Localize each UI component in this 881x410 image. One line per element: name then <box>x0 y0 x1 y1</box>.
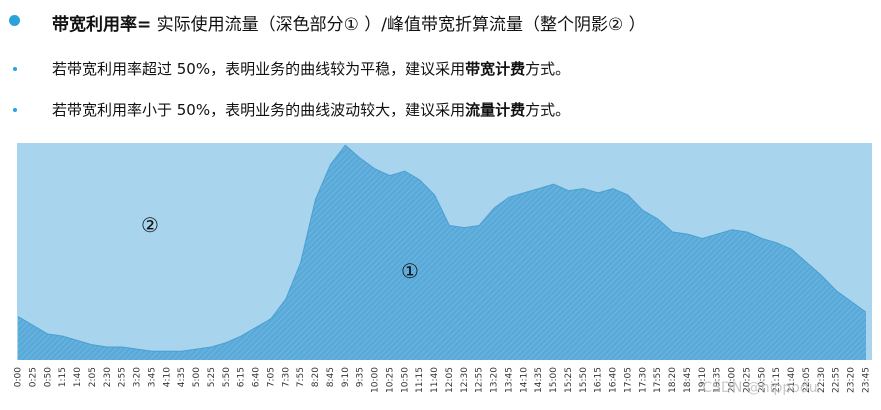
x-tick-label: 8:45 <box>326 367 336 387</box>
x-tick-label: 20:00 <box>728 367 738 393</box>
x-tick-label: 18:20 <box>668 367 678 393</box>
x-tick-label: 11:40 <box>430 367 440 393</box>
x-tick-label: 21:40 <box>787 367 797 393</box>
x-tick-label: 5:25 <box>207 367 217 387</box>
x-tick-label: 22:30 <box>817 367 827 393</box>
x-tick-label: 10:25 <box>385 367 395 393</box>
x-tick-label: 2:55 <box>118 367 128 387</box>
x-tick-label: 20:25 <box>742 367 752 393</box>
bullet-text: 流量计费 <box>465 101 526 119</box>
x-tick-label: 22:05 <box>802 367 812 393</box>
x-tick-label: 1:15 <box>58 367 68 387</box>
x-tick-label: 0:00 <box>14 367 24 387</box>
x-tick-label: 12:30 <box>460 367 470 393</box>
x-tick-label: 19:35 <box>713 367 723 393</box>
x-tick-label: 16:40 <box>609 367 619 393</box>
bullet-line: 若带宽利用率超过 50%，表明业务的曲线较为平稳，建议采用带宽计费方式。 <box>52 58 570 79</box>
bullet-text: 带宽计费 <box>465 60 526 78</box>
x-tick-label: 19:10 <box>698 367 708 393</box>
x-tick-label: 9:35 <box>356 367 366 387</box>
x-tick-label: 8:20 <box>311 367 321 387</box>
x-tick-label: 9:10 <box>341 367 351 387</box>
x-tick-label: 13:45 <box>504 367 514 393</box>
x-tick-label: 15:25 <box>564 367 574 393</box>
x-tick-label: 11:15 <box>415 367 425 393</box>
bullet-text: 若带宽利用率超过 50%，表明业务的曲线较为平稳，建议采用 <box>52 60 466 78</box>
x-tick-label: 0:25 <box>28 367 38 387</box>
bullet-dot <box>9 15 20 26</box>
bullet-text: 若带宽利用率小于 50%，表明业务的曲线波动较大，建议采用 <box>52 101 466 119</box>
x-tick-label: 2:30 <box>103 367 113 387</box>
x-tick-label: 3:45 <box>147 367 157 387</box>
x-tick-label: 1:40 <box>73 367 83 387</box>
x-tick-label: 17:55 <box>653 367 663 393</box>
x-tick-label: 10:50 <box>400 367 410 393</box>
bullet-line: 带宽利用率= 实际使用流量（深色部分① ）/峰值带宽折算流量（整个阴影② ） <box>52 10 646 35</box>
x-tick-label: 18:45 <box>683 367 693 393</box>
x-tick-label: 14:35 <box>534 367 544 393</box>
x-tick-label: 7:30 <box>281 367 291 387</box>
x-tick-label: 4:35 <box>177 367 187 387</box>
x-tick-label: 3:20 <box>133 367 143 387</box>
x-tick-label: 10:00 <box>371 367 381 393</box>
x-tick-label: 21:15 <box>772 367 782 393</box>
area-line <box>17 144 867 352</box>
x-tick-label: 5:50 <box>222 367 232 387</box>
x-tick-label: 5:00 <box>192 367 202 387</box>
x-tick-label: 0:50 <box>43 367 53 387</box>
x-tick-label: 16:15 <box>594 367 604 393</box>
x-tick-label: 23:20 <box>847 367 857 393</box>
area-hatch <box>18 145 866 360</box>
x-tick-label: 4:10 <box>162 367 172 387</box>
x-tick-label: 15:00 <box>549 367 559 393</box>
x-tick-label: 7:55 <box>296 367 306 387</box>
x-tick-label: 20:50 <box>757 367 767 393</box>
bullet-dot <box>13 67 17 71</box>
bullet-dot <box>13 108 17 112</box>
x-tick-label: 23:45 <box>862 367 872 393</box>
x-tick-label: 15:50 <box>579 367 589 393</box>
x-tick-label: 7:05 <box>266 367 276 387</box>
x-tick-label: 13:20 <box>490 367 500 393</box>
bullet-text: 带宽利用率= <box>52 15 152 35</box>
bullet-line: 若带宽利用率小于 50%，表明业务的曲线波动较大，建议采用流量计费方式。 <box>52 99 570 120</box>
x-tick-label: 2:05 <box>88 367 98 387</box>
bullet-text: 实际使用流量（深色部分① ）/峰值带宽折算流量（整个阴影② ） <box>151 15 646 35</box>
annotation: ② <box>141 213 159 237</box>
x-tick-label: 6:40 <box>252 367 262 387</box>
x-tick-label: 12:55 <box>475 367 485 393</box>
x-tick-label: 22:55 <box>832 367 842 393</box>
x-tick-label: 17:05 <box>623 367 633 393</box>
annotation: ① <box>401 259 419 283</box>
x-tick-label: 12:05 <box>445 367 455 393</box>
bullet-text: 方式。 <box>525 60 571 78</box>
bullet-text: 方式。 <box>525 101 571 119</box>
watermark: CSDN @hippodu <box>702 380 817 396</box>
x-tick-label: 6:15 <box>237 367 247 387</box>
x-tick-label: 14:10 <box>519 367 529 393</box>
x-tick-label: 17:30 <box>638 367 648 393</box>
